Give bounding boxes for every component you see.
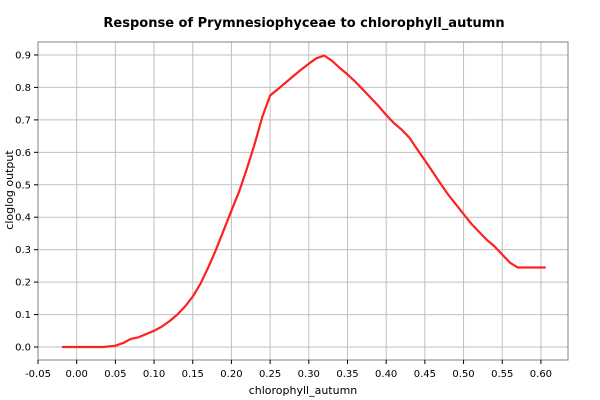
x-axis-label: chlorophyll_autumn <box>249 384 358 397</box>
x-tick-label: 0.10 <box>143 369 165 380</box>
chart-title: Response of Prymnesiophyceae to chloroph… <box>103 16 504 31</box>
x-tick-label: 0.45 <box>414 369 436 380</box>
plot-frame <box>37 41 569 361</box>
x-tick-label: 0.25 <box>259 369 281 380</box>
y-tick-label: 0.5 <box>15 180 31 191</box>
response-curve-line <box>61 54 546 349</box>
grid <box>37 42 568 360</box>
y-axis-label: cloglog output <box>3 150 16 230</box>
y-tick-label: 0.3 <box>15 245 31 256</box>
y-tick-label: 0.7 <box>15 115 31 126</box>
y-tick-label: 0.6 <box>15 148 31 159</box>
y-tick-label: 0.4 <box>15 213 31 224</box>
x-tick-label: 0.05 <box>104 369 126 380</box>
x-tick-label: 0.20 <box>220 369 242 380</box>
x-tick-label: 0.15 <box>182 369 204 380</box>
y-tick-label: 0.8 <box>15 83 31 94</box>
x-tick-label: 0.35 <box>336 369 358 380</box>
x-tick-label: 0.60 <box>530 369 552 380</box>
y-tick-label: 0.0 <box>15 343 31 354</box>
series-layer <box>61 54 546 349</box>
x-tick-label: 0.30 <box>298 369 320 380</box>
axis-ticks: -0.05 0.00 0.05 0.10 0.15 0.20 0.25 0.30 0.35 0.4… <box>15 50 552 380</box>
x-tick-label: 0.00 <box>66 369 88 380</box>
y-tick-label: 0.9 <box>15 50 31 61</box>
x-tick-label: 0.55 <box>491 369 513 380</box>
x-tick-label: 0.40 <box>375 369 397 380</box>
y-tick-label: 0.1 <box>15 310 31 321</box>
y-tick-label: 0.2 <box>15 278 31 289</box>
x-tick-label: 0.50 <box>452 369 474 380</box>
x-tick-label: -0.05 <box>25 369 51 380</box>
